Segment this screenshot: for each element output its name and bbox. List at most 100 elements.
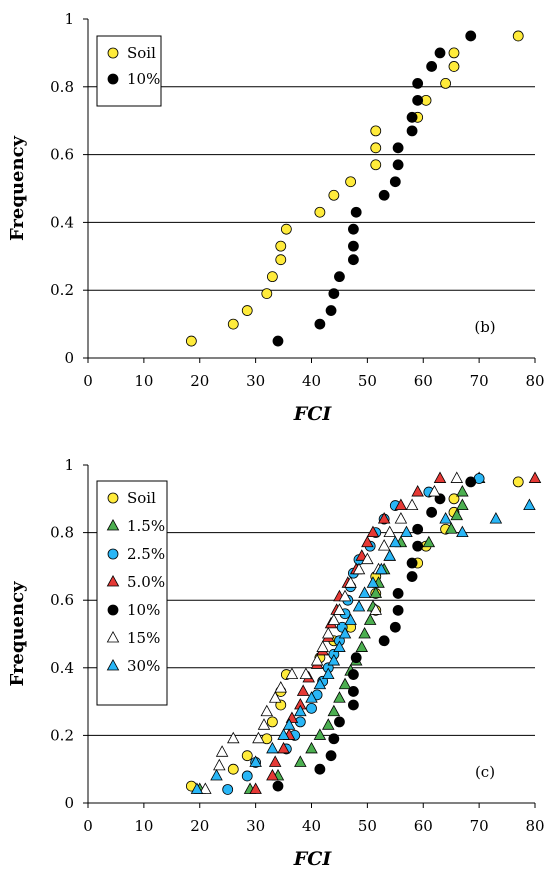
data-point bbox=[305, 741, 318, 754]
data-point bbox=[338, 589, 352, 602]
data-point bbox=[274, 681, 288, 693]
data-point bbox=[361, 552, 374, 565]
legend-marker bbox=[106, 574, 120, 587]
y-tick-label: 0.4 bbox=[50, 659, 74, 677]
y-tick-label: 0 bbox=[64, 794, 74, 812]
data-point bbox=[222, 784, 234, 795]
data-point bbox=[528, 471, 542, 483]
data-point bbox=[275, 254, 287, 266]
data-point bbox=[389, 176, 401, 188]
data-point bbox=[370, 159, 382, 171]
data-point bbox=[333, 640, 346, 652]
data-point bbox=[405, 498, 419, 510]
data-point bbox=[400, 525, 413, 538]
data-point bbox=[348, 686, 359, 697]
y-tick-label: 0.8 bbox=[50, 78, 74, 96]
series-30% bbox=[190, 498, 536, 794]
x-tick-label: 50 bbox=[358, 372, 377, 390]
data-point bbox=[465, 30, 477, 42]
data-point bbox=[310, 654, 324, 666]
data-point bbox=[394, 498, 408, 510]
data-point bbox=[350, 652, 362, 664]
data-point bbox=[378, 189, 390, 201]
series-15% bbox=[199, 471, 464, 794]
data-point bbox=[433, 471, 447, 483]
data-point bbox=[334, 271, 345, 283]
data-point bbox=[327, 613, 341, 625]
y-tick-label: 0.2 bbox=[50, 726, 74, 744]
data-point bbox=[392, 142, 404, 154]
data-point bbox=[328, 189, 340, 201]
data-point bbox=[285, 667, 299, 679]
legend-label: 15% bbox=[127, 629, 160, 647]
data-point bbox=[338, 677, 352, 690]
data-point bbox=[322, 626, 335, 639]
data-point bbox=[412, 78, 424, 89]
data-point bbox=[333, 603, 346, 615]
x-tick-label: 40 bbox=[302, 817, 321, 835]
data-point bbox=[392, 159, 404, 171]
data-point bbox=[277, 728, 290, 740]
data-point bbox=[375, 562, 388, 575]
y-tick-label: 1 bbox=[64, 456, 74, 474]
data-point bbox=[406, 111, 418, 123]
legend-marker bbox=[107, 47, 119, 59]
data-point bbox=[348, 699, 359, 711]
data-point bbox=[348, 669, 359, 680]
data-point bbox=[306, 702, 317, 714]
x-tick-label: 70 bbox=[470, 817, 489, 835]
data-point bbox=[392, 604, 404, 616]
panel-label: (c) bbox=[475, 763, 495, 781]
legend-label: 10% bbox=[127, 70, 160, 88]
data-point bbox=[266, 271, 278, 283]
data-point bbox=[406, 571, 418, 582]
series-Soil bbox=[185, 476, 524, 792]
data-point bbox=[448, 47, 460, 59]
data-point bbox=[325, 305, 337, 316]
data-point bbox=[280, 223, 292, 235]
data-point bbox=[366, 576, 380, 588]
x-tick-label: 10 bbox=[134, 817, 153, 835]
data-point bbox=[348, 240, 359, 252]
chart-panel-c: 00.20.40.60.810 10 20 30 40 50 60 70 80FCIFreque… bbox=[7, 456, 545, 870]
y-tick-label: 0.6 bbox=[50, 591, 74, 609]
data-point bbox=[428, 485, 441, 497]
data-point bbox=[215, 745, 229, 757]
data-point bbox=[383, 549, 396, 561]
data-point bbox=[272, 780, 284, 792]
data-point bbox=[439, 512, 452, 524]
x-tick-label: 20 bbox=[190, 372, 209, 390]
data-point bbox=[316, 640, 329, 652]
y-axis-title: Frequency bbox=[7, 581, 28, 687]
data-point bbox=[406, 125, 418, 137]
data-point bbox=[249, 755, 262, 767]
data-point bbox=[358, 586, 371, 598]
data-point bbox=[383, 525, 396, 538]
legend-marker bbox=[107, 548, 119, 560]
panel-label: (b) bbox=[474, 318, 495, 336]
series-10% bbox=[272, 476, 477, 792]
data-point bbox=[412, 523, 424, 535]
data-point bbox=[314, 763, 326, 775]
data-point bbox=[305, 691, 318, 703]
data-point bbox=[489, 512, 503, 524]
data-point bbox=[333, 691, 346, 703]
x-tick-label: 20 bbox=[190, 817, 209, 835]
data-point bbox=[355, 640, 369, 652]
data-point bbox=[272, 335, 284, 347]
x-axis-title: FCI bbox=[293, 848, 333, 870]
x-tick-label: 80 bbox=[525, 817, 544, 835]
x-axis-title: FCI bbox=[293, 403, 333, 425]
data-point bbox=[426, 506, 438, 518]
data-point bbox=[299, 667, 313, 679]
data-point bbox=[450, 508, 464, 521]
legend-label: 5.0% bbox=[127, 573, 165, 591]
y-tick-label: 0.8 bbox=[50, 524, 74, 542]
x-tick-label: 60 bbox=[414, 372, 433, 390]
x-tick-label: 0 bbox=[83, 817, 93, 835]
legend: Soil 10% bbox=[96, 35, 162, 107]
data-point bbox=[345, 176, 357, 188]
y-tick-label: 0 bbox=[64, 349, 74, 367]
data-point bbox=[412, 540, 424, 552]
